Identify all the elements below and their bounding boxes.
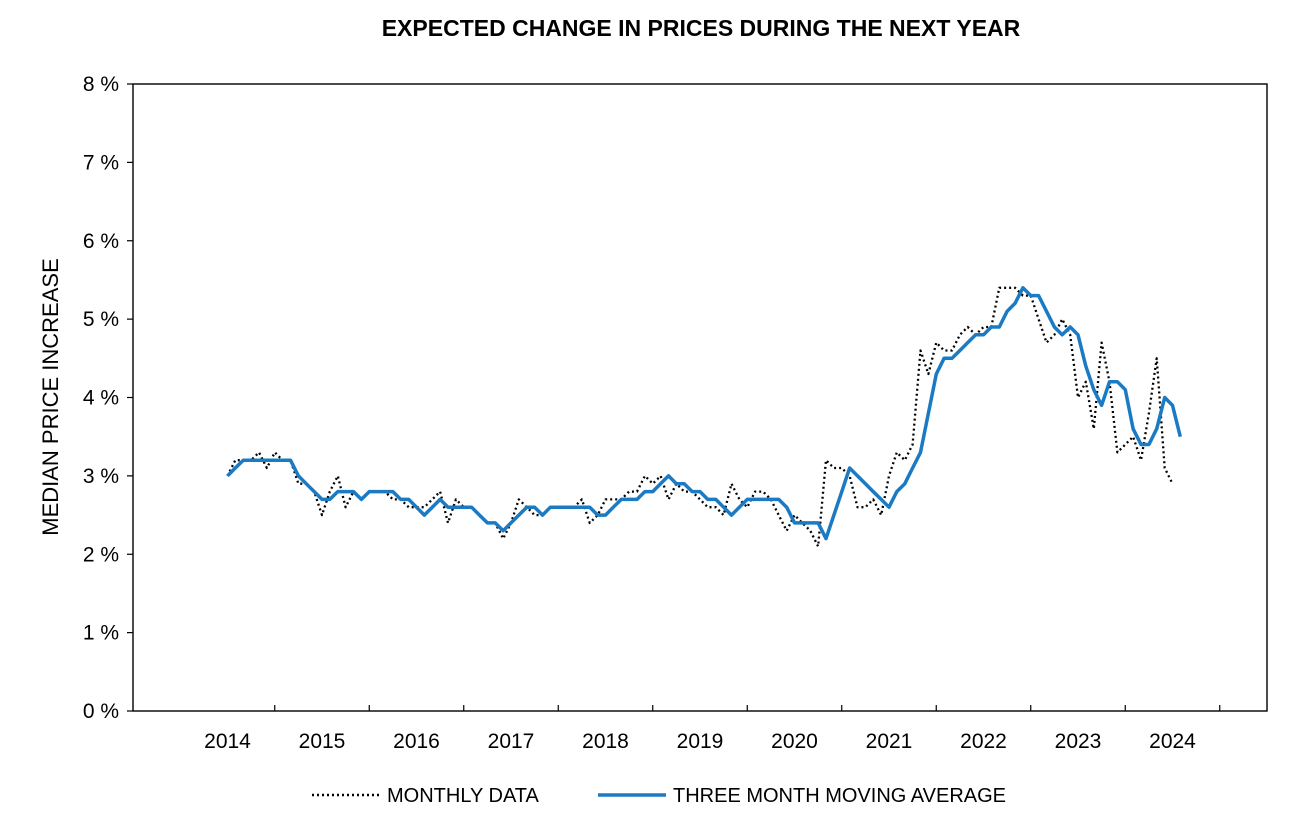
x-tick-label: 2014 — [204, 730, 251, 753]
y-tick-label: 8 % — [83, 73, 119, 96]
y-tick-label: 0 % — [83, 700, 119, 723]
chart-title: EXPECTED CHANGE IN PRICES DURING THE NEX… — [382, 15, 1021, 41]
series-line-moving-average — [226, 286, 1182, 541]
legend: MONTHLY DATA THREE MONTH MOVING AVERAGE — [312, 785, 1006, 807]
y-tick-label: 3 % — [83, 465, 119, 488]
y-tick-label: 1 % — [83, 622, 119, 645]
x-tick-label: 2015 — [299, 730, 346, 753]
y-tick-label: 6 % — [83, 230, 119, 253]
legend-label-monthly-data: MONTHLY DATA — [387, 785, 540, 807]
x-tick-label: 2024 — [1149, 730, 1196, 753]
x-tick-label: 2022 — [960, 730, 1007, 753]
x-tick-label: 2021 — [866, 730, 913, 753]
y-tick-label: 5 % — [83, 308, 119, 331]
series-layer — [226, 286, 1182, 548]
x-axis: 2014 2015 2016 2017 2018 2019 2020 2021 2022 2023… — [204, 705, 1221, 753]
legend-label-moving-average: THREE MONTH MOVING AVERAGE — [673, 785, 1006, 807]
x-tick-label: 2019 — [677, 730, 724, 753]
x-tick-label: 2017 — [488, 730, 535, 753]
y-axis-label: MEDIAN PRICE INCREASE — [38, 258, 63, 536]
x-tick-label: 2018 — [582, 730, 629, 753]
y-tick-label: 7 % — [83, 151, 119, 174]
x-tick-label: 2023 — [1055, 730, 1102, 753]
x-tick-label: 2020 — [771, 730, 818, 753]
y-axis: 0 % 1 % 2 % 3 % 4 % 5 % 6 % 7 % 8 % — [83, 73, 133, 723]
y-tick-label: 2 % — [83, 543, 119, 566]
y-tick-label: 4 % — [83, 387, 119, 410]
series-line-monthly-data — [226, 286, 1174, 548]
x-tick-label: 2016 — [393, 730, 440, 753]
